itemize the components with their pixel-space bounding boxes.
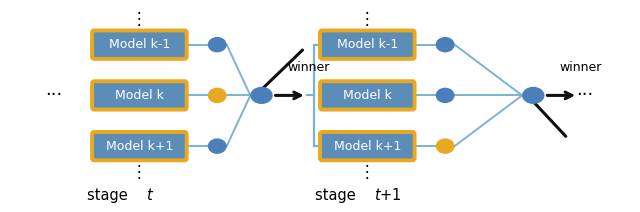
Ellipse shape <box>208 37 227 52</box>
Ellipse shape <box>250 87 273 104</box>
Text: winner: winner <box>287 61 330 74</box>
Text: Model k-1: Model k-1 <box>109 38 170 51</box>
Text: ⋮: ⋮ <box>131 163 148 181</box>
Ellipse shape <box>522 87 545 104</box>
FancyBboxPatch shape <box>92 81 187 110</box>
Text: stage: stage <box>315 188 360 203</box>
Ellipse shape <box>436 138 454 154</box>
Text: $t$: $t$ <box>147 187 154 203</box>
Ellipse shape <box>436 88 454 103</box>
Ellipse shape <box>208 138 227 154</box>
FancyBboxPatch shape <box>320 31 415 59</box>
FancyBboxPatch shape <box>92 132 187 160</box>
Ellipse shape <box>436 37 454 52</box>
FancyBboxPatch shape <box>92 31 187 59</box>
Text: ···: ··· <box>576 86 593 104</box>
Text: Model k+1: Model k+1 <box>333 140 401 153</box>
Text: ···: ··· <box>45 86 62 104</box>
Text: winner: winner <box>559 61 602 74</box>
Text: Model k: Model k <box>343 89 392 102</box>
Text: ⋮: ⋮ <box>359 163 376 181</box>
Text: ⋮: ⋮ <box>359 10 376 28</box>
Text: $t$+1: $t$+1 <box>374 187 402 203</box>
FancyBboxPatch shape <box>320 81 415 110</box>
Text: ⋮: ⋮ <box>131 10 148 28</box>
Text: Model k+1: Model k+1 <box>106 140 173 153</box>
FancyBboxPatch shape <box>320 132 415 160</box>
Ellipse shape <box>208 88 227 103</box>
Text: Model k: Model k <box>115 89 164 102</box>
Text: stage: stage <box>87 188 132 203</box>
Text: Model k-1: Model k-1 <box>337 38 398 51</box>
